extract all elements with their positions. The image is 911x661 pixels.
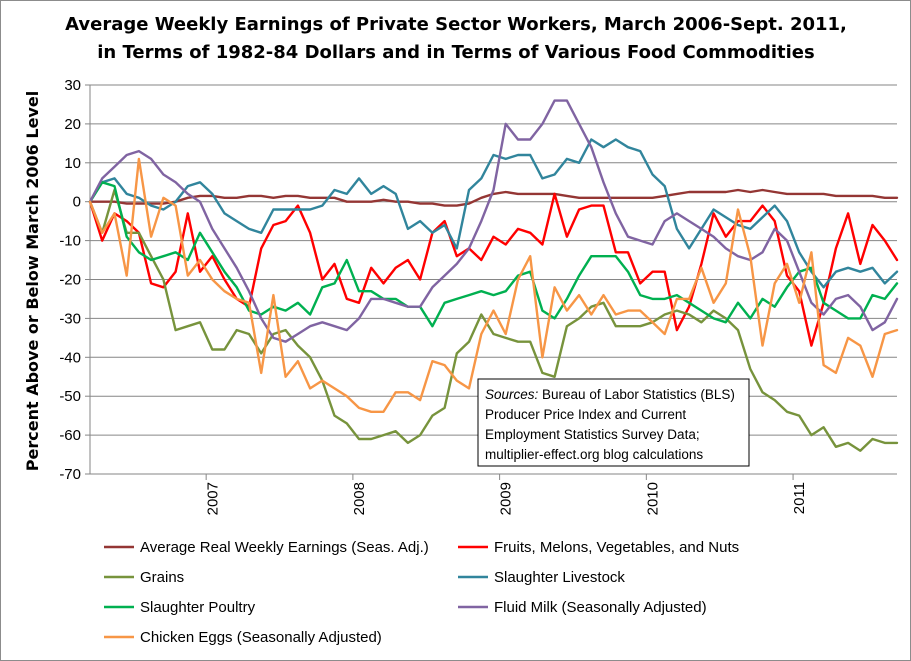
x-tick-label: 2009	[498, 482, 515, 515]
legend-item: Slaughter Poultry	[104, 599, 256, 616]
y-tick-label: 0	[73, 194, 81, 211]
sources-box-border	[477, 378, 750, 467]
y-axis-ticks: 30 20 10 0 -10 -20 -30 -40 -50 -60 -70	[59, 77, 90, 483]
y-tick-label: 20	[64, 116, 81, 133]
axes	[89, 85, 897, 475]
sources-line-1-text: Bureau of Labor Statistics (BLS)	[538, 387, 735, 402]
y-tick-label: -60	[59, 427, 81, 444]
data-series	[88, 99, 899, 452]
chart-title-line-2: in Terms of 1982-84 Dollars and in Terms…	[97, 42, 814, 63]
y-tick-label: -50	[59, 388, 81, 405]
sources-label: Sources:	[485, 387, 539, 402]
y-tick-label: 10	[64, 155, 81, 172]
legend-label: Slaughter Livestock	[494, 569, 625, 586]
sources-line-2: Producer Price Index and Current	[485, 407, 686, 422]
y-tick-label: -30	[59, 310, 81, 327]
x-tick-label: 2011	[791, 482, 808, 514]
legend: Average Real Weekly Earnings (Seas. Adj.…	[104, 539, 739, 646]
legend-label: Slaughter Poultry	[140, 599, 256, 616]
x-tick-label: 2010	[644, 482, 661, 515]
legend-label: Grains	[140, 569, 184, 586]
legend-label: Fruits, Melons, Vegetables, and Nuts	[494, 539, 739, 556]
y-tick-label: -70	[59, 466, 81, 483]
legend-label: Average Real Weekly Earnings (Seas. Adj.…	[140, 539, 429, 556]
sources-box: Sources: Bureau of Labor Statistics (BLS…	[477, 378, 750, 467]
chart-title-line-1: Average Weekly Earnings of Private Secto…	[65, 14, 847, 35]
legend-label: Chicken Eggs (Seasonally Adjusted)	[140, 629, 382, 646]
series-line-6	[88, 157, 899, 413]
legend-item: Average Real Weekly Earnings (Seas. Adj.…	[104, 539, 429, 556]
sources-line-1: Sources: Bureau of Labor Statistics (BLS…	[485, 387, 735, 402]
y-tick-label: 30	[64, 77, 81, 94]
legend-item: Chicken Eggs (Seasonally Adjusted)	[104, 629, 382, 646]
sources-line-4: multiplier-effect.org blog calculations	[485, 447, 703, 462]
series-line-2	[88, 188, 899, 452]
series-line-0	[88, 188, 899, 207]
x-tick-label: 2007	[204, 482, 221, 515]
x-axis-ticks: 2007 2008 2009 2010 2011	[204, 474, 808, 515]
sources-line-3: Employment Statistics Survey Data;	[485, 427, 700, 442]
y-tick-label: -40	[59, 349, 81, 366]
series-line-1	[88, 192, 899, 347]
legend-label: Fluid Milk (Seasonally Adjusted)	[494, 599, 707, 616]
legend-item: Fluid Milk (Seasonally Adjusted)	[458, 599, 707, 616]
series-line-4	[88, 181, 899, 328]
legend-item: Grains	[104, 569, 184, 586]
series-line-3	[88, 138, 899, 289]
legend-item: Fruits, Melons, Vegetables, and Nuts	[458, 539, 739, 556]
x-tick-label: 2008	[351, 482, 368, 515]
legend-item: Slaughter Livestock	[458, 569, 625, 586]
y-tick-label: -10	[59, 233, 81, 250]
series-line-5	[88, 99, 899, 343]
y-tick-label: -20	[59, 272, 81, 289]
y-axis-label: Percent Above or Below March 2006 Level	[23, 91, 42, 471]
